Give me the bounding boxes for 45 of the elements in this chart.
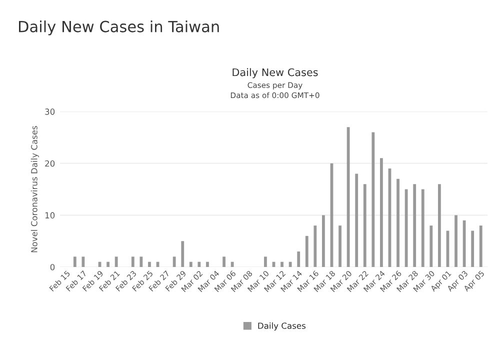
bar — [305, 236, 308, 268]
bar — [430, 226, 433, 268]
bar — [413, 184, 416, 268]
bar — [346, 127, 350, 268]
bar — [372, 132, 375, 268]
y-tick-label: 0 — [50, 264, 55, 270]
bar — [73, 256, 76, 268]
bar — [479, 226, 482, 268]
bar — [363, 184, 366, 268]
bar — [322, 215, 325, 268]
bar — [140, 256, 143, 268]
bar — [172, 256, 176, 268]
bar — [314, 226, 317, 268]
bar — [396, 178, 400, 268]
bar — [297, 251, 300, 268]
bar — [471, 230, 474, 268]
bar — [131, 256, 134, 268]
bar — [82, 256, 85, 268]
bar — [106, 262, 110, 268]
bar — [438, 184, 441, 268]
bar — [222, 256, 226, 268]
chart-subtitle: Daily New Cases — [232, 68, 318, 78]
y-tick-label: 30 — [45, 108, 55, 115]
bar — [230, 262, 234, 268]
bar — [189, 262, 192, 268]
y-tick-label: 20 — [45, 160, 55, 167]
y-axis-title: Novel Coronavirus Daily Cases — [30, 126, 39, 252]
bar — [206, 262, 209, 268]
bar — [404, 189, 408, 268]
y-tick-label: 10 — [45, 212, 55, 218]
bar — [114, 256, 118, 268]
bar — [198, 262, 201, 268]
bar — [280, 262, 284, 268]
bar — [355, 174, 358, 268]
bar — [288, 262, 292, 268]
bar — [454, 215, 458, 268]
legend-label: Daily Cases — [258, 322, 306, 330]
bar — [338, 226, 342, 268]
bar — [148, 262, 151, 268]
bar — [380, 158, 383, 268]
bar — [264, 256, 267, 268]
bar — [181, 241, 184, 268]
chart-title: Daily New Cases in Taiwan — [19, 20, 219, 36]
bar — [462, 220, 466, 268]
bar — [421, 189, 424, 268]
